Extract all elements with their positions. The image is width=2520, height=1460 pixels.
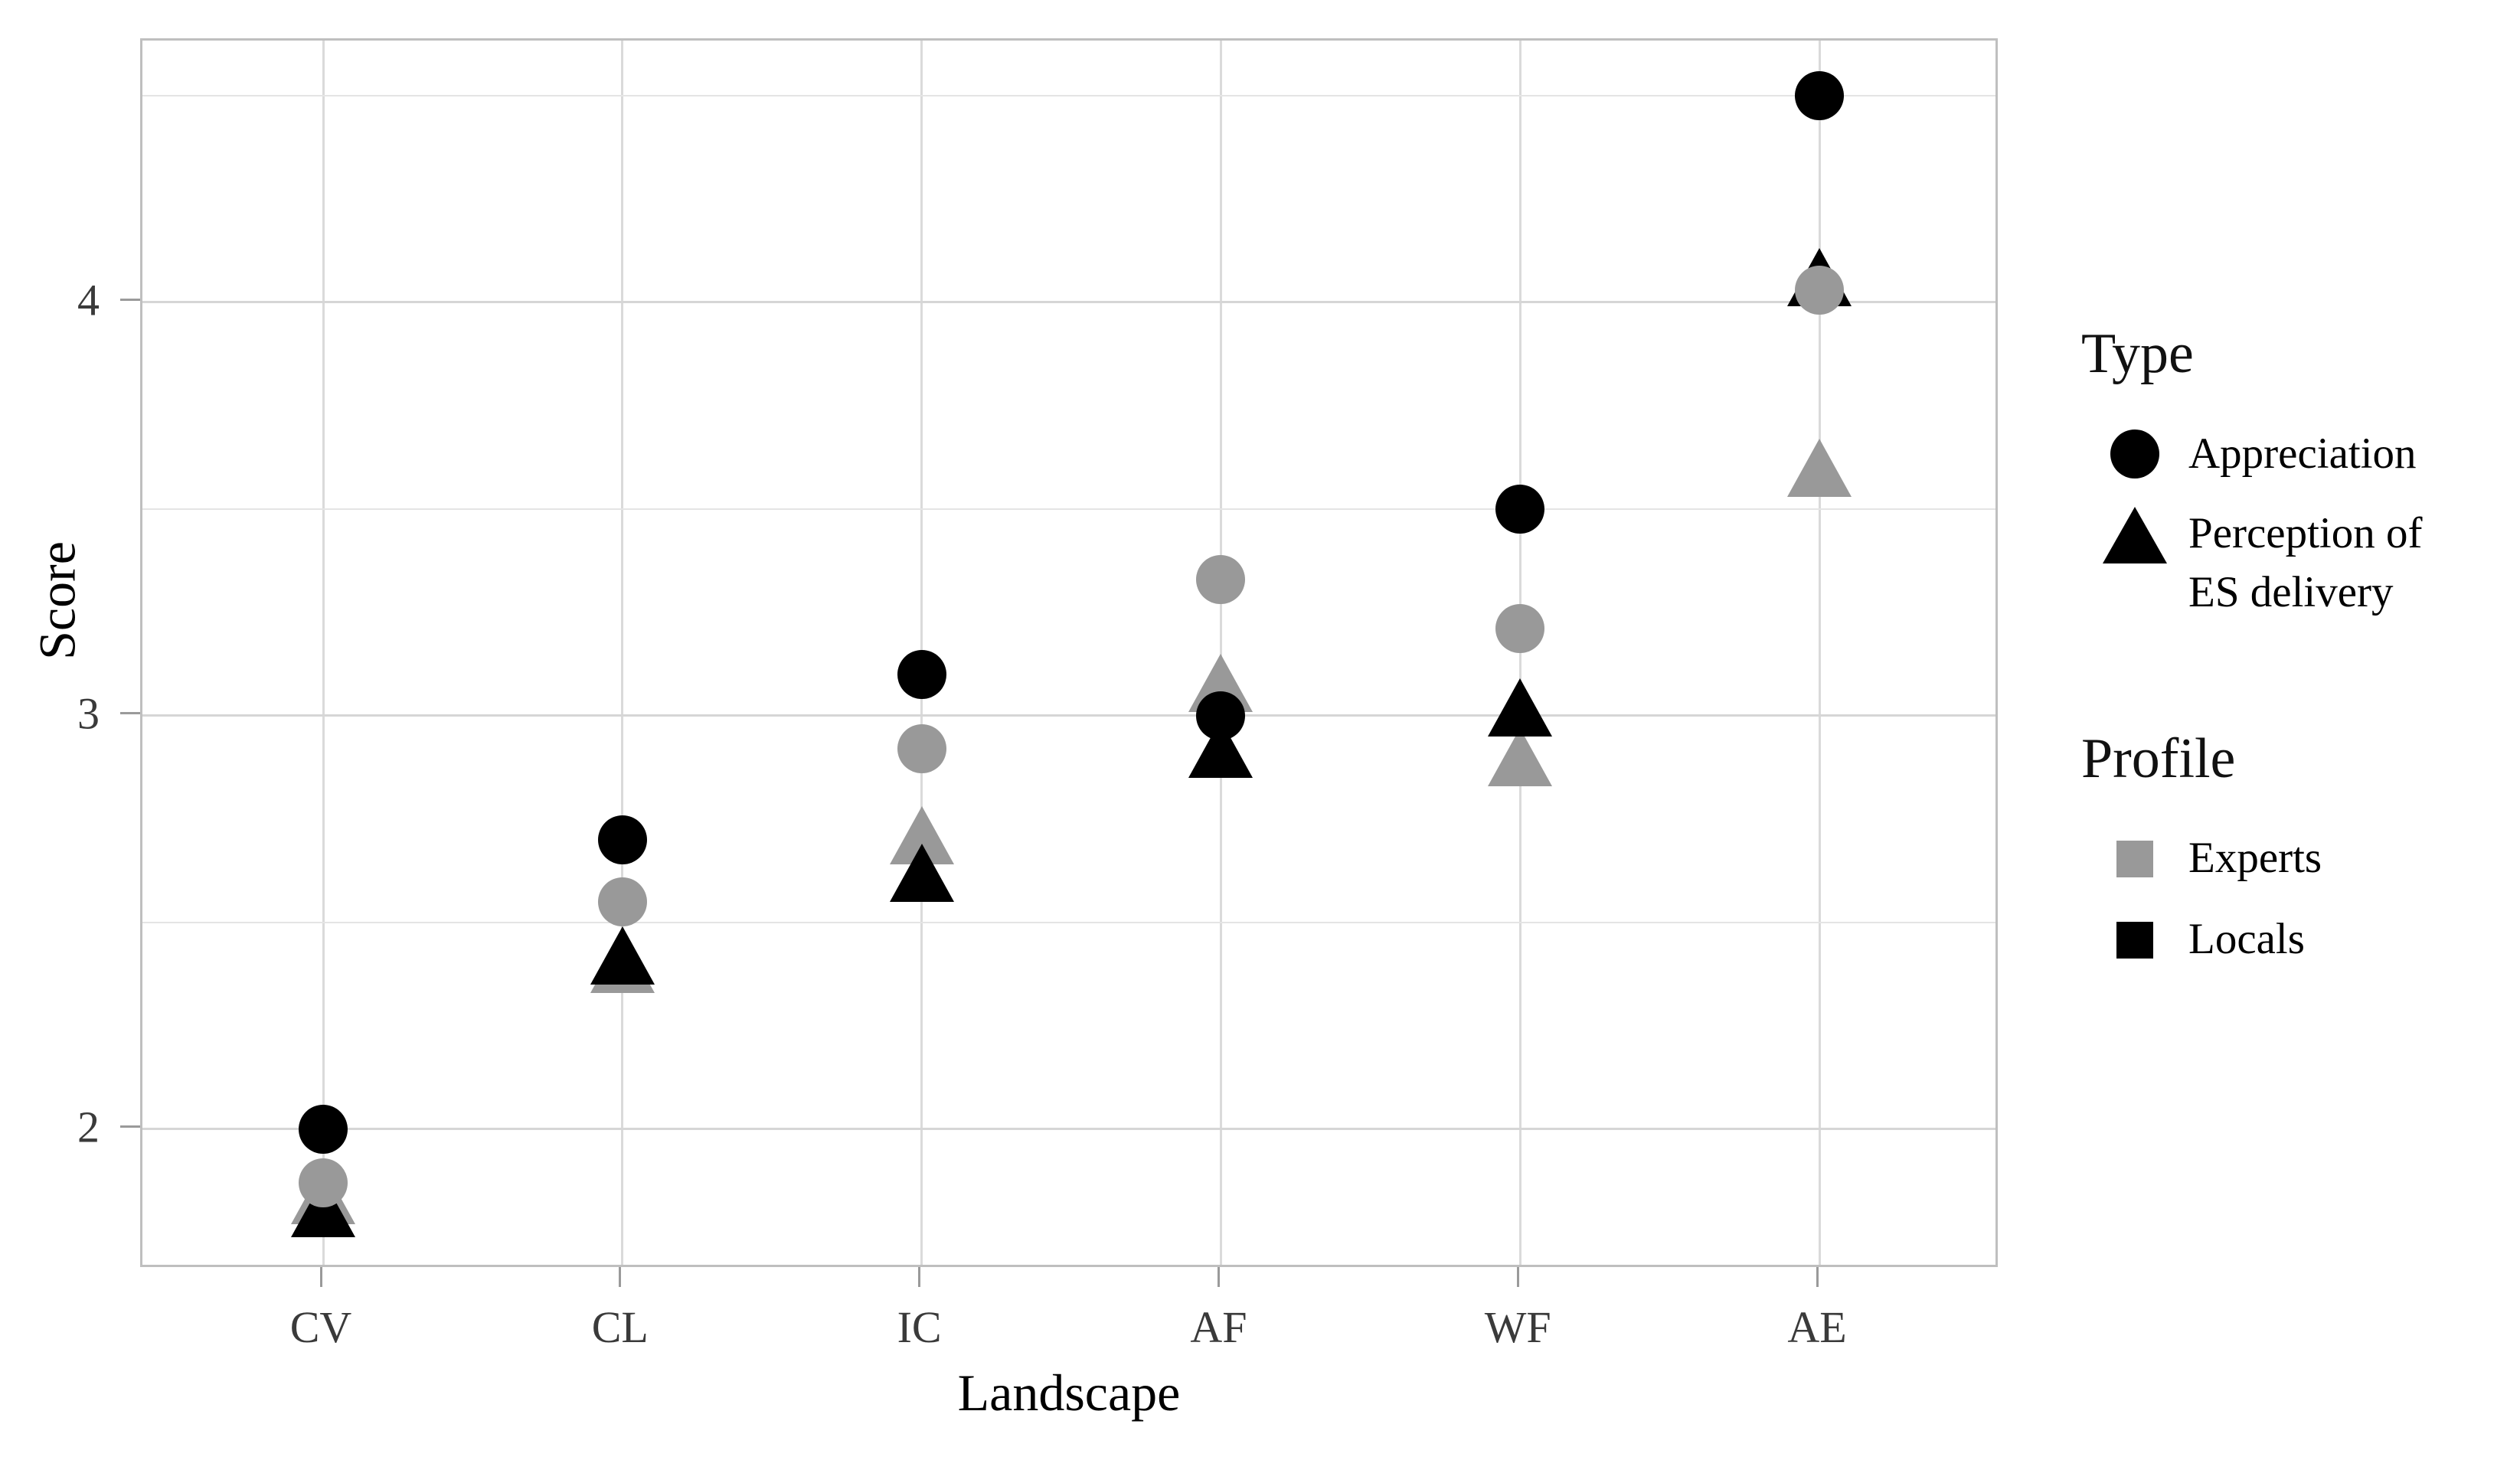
legend-profile-title: Profile [2081, 727, 2236, 790]
legend-item-perception: Perception of ES delivery [2081, 505, 2510, 622]
x-tick-AF [1217, 1267, 1220, 1287]
point-AE-appreciation-locals [1795, 70, 1844, 120]
point-AE-appreciation-experts [1795, 265, 1844, 315]
x-tick-label-CL: CL [591, 1302, 649, 1352]
legend-label-experts: Experts [2188, 834, 2322, 883]
legend: Type Appreciation Perception of ES deliv… [2081, 322, 2510, 991]
x-tick-label-AF: AF [1190, 1302, 1247, 1352]
vertical-gridline-AF [1219, 41, 1222, 1265]
y-tick-4 [120, 299, 140, 302]
x-tick-label-AE: AE [1787, 1302, 1847, 1352]
x-tick-IC [918, 1267, 921, 1287]
legend-item-locals: Locals [2081, 910, 2510, 971]
legend-label-locals: Locals [2188, 915, 2305, 964]
point-CL-appreciation-locals [597, 815, 647, 864]
y-tick-2 [120, 1125, 140, 1128]
legend-label-appreciation: Appreciation [2188, 429, 2417, 478]
minor-gridline-2.5 [142, 921, 1995, 923]
x-tick-CV [319, 1267, 322, 1287]
minor-gridline-3.5 [142, 508, 1995, 510]
legend-item-experts: Experts [2081, 828, 2510, 890]
point-IC-perception-locals [889, 844, 954, 903]
y-axis-title: Score [28, 541, 87, 660]
x-tick-label-CV: CV [289, 1302, 352, 1352]
point-CV-appreciation-experts [299, 1158, 348, 1208]
point-WF-appreciation-experts [1495, 604, 1545, 654]
y-tick-label-3: 3 [77, 688, 100, 739]
major-gridline-3 [142, 714, 1995, 717]
point-WF-perception-experts [1488, 727, 1553, 786]
x-tick-CL [619, 1267, 622, 1287]
major-gridline-2 [142, 1128, 1995, 1131]
x-tick-label-WF: WF [1484, 1302, 1551, 1352]
perception-triangle-icon [2081, 505, 2188, 566]
legend-item-appreciation: Appreciation [2081, 423, 2510, 485]
point-AF-appreciation-locals [1196, 691, 1246, 740]
x-tick-label-IC: IC [897, 1302, 942, 1352]
locals-square-icon [2081, 910, 2188, 971]
vertical-gridline-AE [1818, 41, 1821, 1265]
vertical-gridline-CV [322, 41, 325, 1265]
chart-panel [140, 38, 1998, 1267]
point-IC-appreciation-experts [897, 724, 946, 774]
appreciation-circle-icon [2081, 423, 2188, 485]
x-tick-AE [1816, 1267, 1819, 1287]
y-tick-label-2: 2 [77, 1102, 100, 1152]
y-tick-label-4: 4 [77, 275, 100, 325]
y-tick-3 [120, 712, 140, 715]
point-CL-appreciation-experts [597, 877, 647, 926]
legend-type-title: Type [2081, 322, 2194, 385]
x-tick-WF [1516, 1267, 1519, 1287]
minor-gridline-4.5 [142, 94, 1995, 96]
point-IC-appreciation-locals [897, 649, 946, 699]
point-AE-perception-experts [1787, 438, 1852, 497]
point-AF-appreciation-experts [1196, 554, 1246, 604]
vertical-gridline-CL [621, 41, 624, 1265]
legend-gap [2081, 642, 2510, 727]
x-axis-title: Landscape [957, 1364, 1181, 1422]
legend-label-perception: Perception of ES delivery [2188, 509, 2423, 616]
point-WF-perception-locals [1488, 678, 1553, 737]
major-gridline-4 [142, 301, 1995, 304]
point-CL-perception-locals [590, 926, 655, 985]
experts-square-icon [2081, 828, 2188, 890]
point-WF-appreciation-locals [1495, 484, 1545, 534]
point-CV-appreciation-locals [299, 1104, 348, 1154]
